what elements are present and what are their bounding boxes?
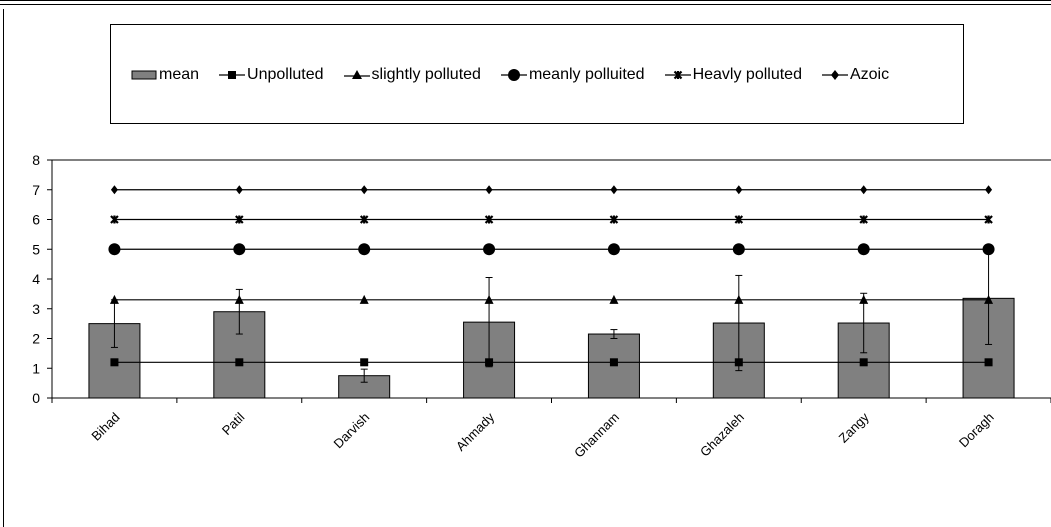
point-circle-marker	[857, 243, 870, 256]
point-star-marker	[859, 215, 868, 224]
x-tick-label: Zangy	[836, 409, 873, 446]
y-tick-label: 4	[32, 271, 40, 287]
legend-item-azoic: Azoic	[821, 66, 890, 84]
point-diamond-marker	[360, 185, 368, 195]
point-square-marker	[360, 358, 369, 367]
point-circle-marker	[108, 243, 121, 256]
x-tick-label: Bihad	[88, 410, 122, 444]
legend-marker-circle-icon	[500, 69, 527, 81]
legend-item-mean: mean	[131, 66, 199, 84]
point-star-marker	[235, 215, 244, 224]
y-tick-label: 2	[32, 331, 40, 347]
point-square-marker	[859, 358, 868, 367]
y-tick-label: 5	[32, 241, 40, 257]
x-tick-label: Ghazaleh	[697, 410, 747, 460]
y-tick-label: 7	[32, 182, 40, 198]
top-rule	[0, 0, 1051, 5]
point-star-marker	[984, 215, 993, 224]
point-diamond-marker	[485, 185, 493, 195]
point-star-marker	[484, 215, 494, 224]
x-tick-label: Doragh	[956, 410, 997, 451]
point-diamond-marker	[985, 185, 993, 195]
legend-item-meanly-polluited: meanly polluited	[500, 66, 645, 84]
point-square-marker	[110, 358, 119, 367]
point-star-marker	[359, 215, 369, 224]
legend-marker-triangle-icon	[343, 70, 370, 79]
point-diamond-marker	[610, 185, 618, 195]
point-circle-marker	[607, 243, 620, 256]
legend-swatch-mean	[131, 70, 157, 80]
legend-label-mean: mean	[159, 66, 200, 83]
point-diamond-marker	[735, 185, 743, 195]
point-triangle-marker	[359, 294, 369, 304]
point-circle-marker	[233, 243, 246, 256]
y-tick-label: 6	[32, 212, 40, 228]
x-tick-label: Ahmady	[453, 409, 498, 454]
point-diamond-marker	[235, 185, 243, 195]
point-square-marker	[984, 358, 993, 367]
legend-label-heavly-polluted: Heavly polluted	[692, 66, 802, 83]
point-diamond-marker	[110, 185, 118, 195]
point-star-marker	[609, 215, 619, 224]
y-tick-label: 8	[32, 152, 40, 168]
y-tick-label: 0	[32, 390, 40, 406]
legend-label-azoic: Azoic	[849, 66, 890, 83]
chart-frame	[3, 9, 1049, 527]
legend: mean Unpolluted slightly polluted meanly…	[110, 24, 964, 124]
point-circle-marker	[483, 243, 496, 256]
y-tick-label: 3	[32, 301, 40, 317]
legend-marker-diamond-icon	[821, 70, 848, 80]
point-diamond-marker	[860, 185, 868, 195]
point-square-marker	[235, 358, 244, 367]
legend-item-slightly-polluted: slightly polluted	[343, 66, 481, 84]
point-star-marker	[110, 215, 119, 224]
legend-item-unpolluted: Unpolluted	[219, 66, 324, 84]
legend-label-slightly-polluted: slightly polluted	[371, 66, 481, 83]
x-tick-label: Ghannam	[571, 410, 622, 461]
legend-label-unpolluted: Unpolluted	[247, 66, 324, 83]
legend-item-heavly-polluted: Heavly polluted	[664, 66, 802, 84]
legend-label-meanly-polluited: meanly polluited	[528, 66, 645, 83]
y-tick-label: 1	[32, 360, 40, 376]
point-triangle-marker	[609, 294, 619, 304]
point-circle-marker	[358, 243, 371, 256]
x-tick-label: Darvish	[331, 410, 373, 452]
point-star-marker	[734, 215, 744, 224]
x-tick-label: Patil	[219, 409, 248, 438]
legend-marker-square-icon	[219, 71, 246, 79]
point-square-marker	[609, 358, 618, 367]
legend-marker-star-icon	[664, 70, 691, 80]
point-circle-marker	[732, 243, 745, 256]
